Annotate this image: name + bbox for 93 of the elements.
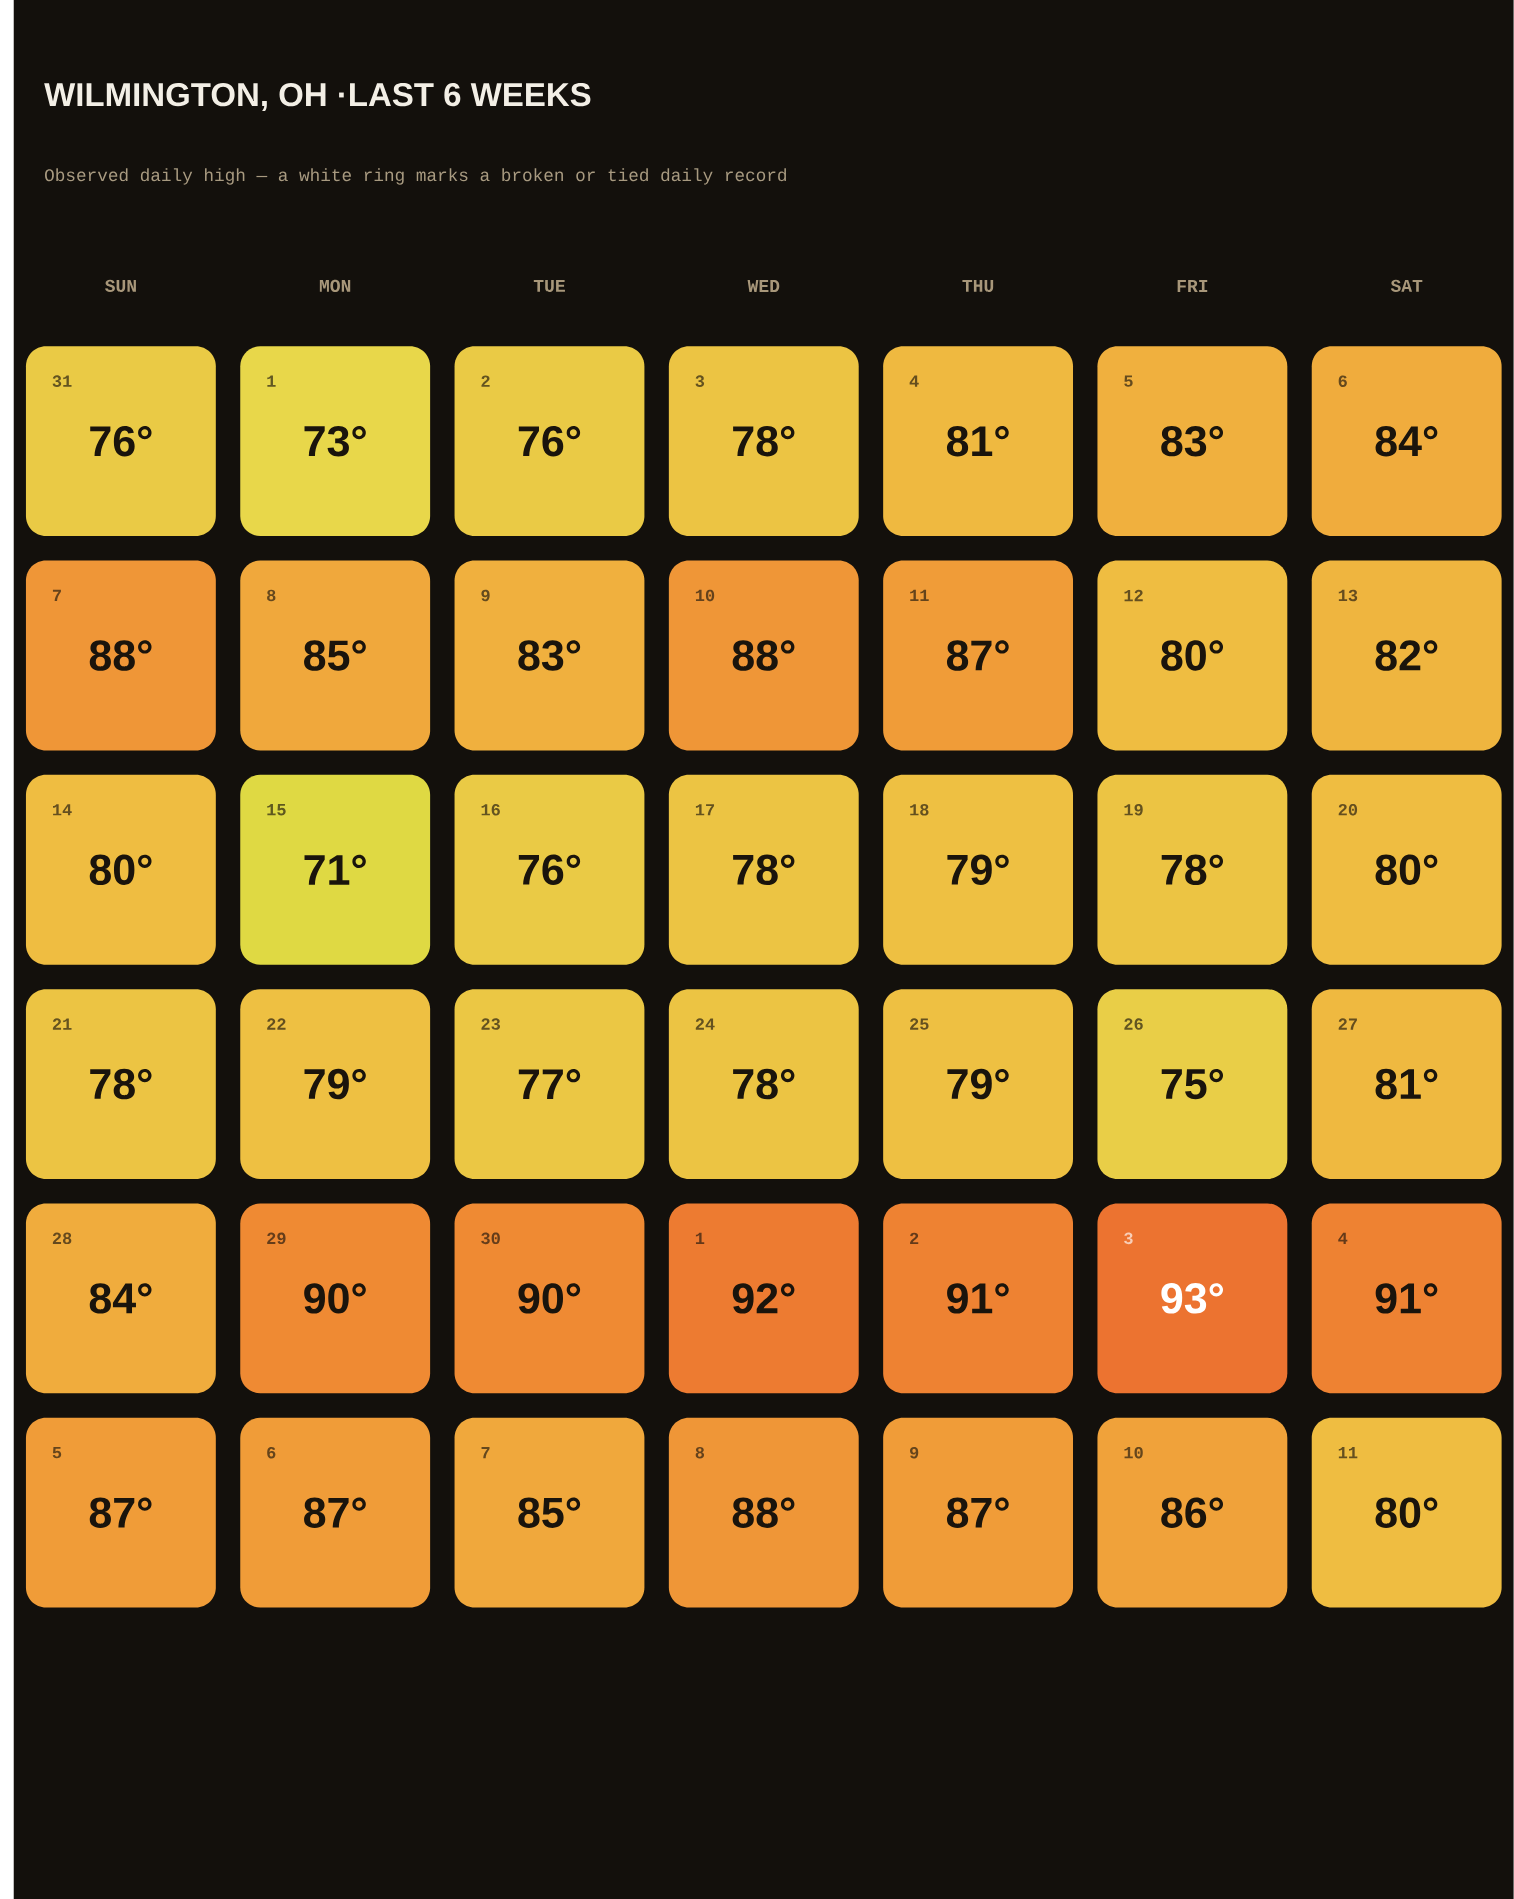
annotation: 17 [696,804,715,816]
data-label: 82° [1375,640,1438,671]
annotation: 28 [52,1232,72,1245]
annotation: 10 [696,589,715,602]
annotation: 15 [267,804,286,816]
x-tick-label: TUE [533,279,566,292]
annotation: 31 [52,375,72,387]
annotation: 19 [1124,803,1143,816]
annotation: 2 [910,1232,919,1245]
data-label: 86° [1161,1497,1224,1528]
data-label: 78° [1161,854,1224,885]
x-tick-label: THU [962,279,994,292]
data-label: 78° [733,425,795,457]
x-tick-label: WED [747,280,780,292]
data-label: 76° [518,854,581,885]
annotation: 7 [481,1447,490,1459]
x-tick-label: MON [319,279,351,292]
data-label: 78° [733,854,795,885]
annotation: 14 [53,804,72,816]
annotation: 20 [1338,803,1358,816]
data-label: 84° [1375,425,1438,457]
data-label: 90° [518,1283,581,1314]
annotation: 3 [695,375,705,387]
data-label: 76° [518,425,581,457]
data-label: 90° [304,1283,366,1314]
data-label: 71° [304,854,366,885]
annotation: 9 [481,589,490,602]
annotation: 12 [1124,589,1143,602]
annotation: 11 [1338,1447,1358,1459]
annotation: 23 [481,1018,501,1030]
data-label: 78° [90,1068,152,1100]
annotation: 1 [267,375,276,387]
data-label: 79° [947,854,1009,885]
data-label: 88° [732,1497,795,1528]
data-label: 88° [732,640,795,671]
data-label: 91° [947,1283,1009,1314]
data-label: 81° [947,425,1009,457]
data-label: 73° [304,425,366,457]
annotation: 5 [1124,375,1133,387]
annotation: 5 [52,1446,62,1459]
chart-title: WILMINGTON, OH ·LAST 6 WEEKS [44,82,591,112]
data-label: 84° [89,1283,152,1314]
annotation: 25 [910,1018,929,1030]
annotation: 3 [1124,1232,1133,1245]
data-label: 85° [304,640,366,671]
annotation: 9 [910,1446,919,1459]
data-label: 83° [518,640,581,671]
data-label: 87° [89,1497,152,1528]
data-label: 79° [304,1068,366,1100]
x-tick-label: FRI [1177,280,1208,292]
data-label: 85° [518,1497,581,1528]
annotation: 26 [1124,1018,1143,1030]
annotation: 22 [267,1018,286,1030]
annotation: 1 [696,1232,705,1244]
annotation: 4 [1338,1232,1348,1244]
data-label: 80° [1375,1497,1438,1528]
annotation: 29 [267,1232,286,1245]
data-label: 87° [947,1497,1009,1528]
annotation: 24 [695,1018,715,1030]
annotation: 18 [910,803,929,816]
annotation: 8 [267,589,276,602]
data-label: 78° [733,1068,795,1100]
data-label: 80° [1161,640,1224,671]
annotation: 11 [910,589,929,602]
annotation: 6 [267,1446,276,1459]
annotation: 13 [1338,589,1358,602]
data-label: 87° [304,1497,366,1528]
data-label: 77° [518,1069,581,1100]
data-label: 80° [1375,854,1438,885]
x-tick-label: SUN [105,279,136,292]
annotation: 4 [909,375,919,387]
data-label: 87° [947,640,1009,671]
annotation: 2 [481,375,490,387]
data-label: 76° [90,425,152,457]
annotation: 6 [1338,375,1347,387]
data-label: 93° [1161,1283,1224,1314]
chart-subtitle: Observed daily high — a white ring marks a broken or tied daily record [45,168,787,185]
annotation: 21 [52,1018,72,1030]
annotation: 30 [481,1232,500,1245]
data-label: 88° [89,640,152,671]
annotation: 7 [53,589,62,602]
data-label: 92° [732,1283,795,1314]
data-label: 83° [1161,425,1224,457]
annotation: 8 [695,1446,705,1459]
annotation: 10 [1124,1446,1143,1459]
data-label: 91° [1375,1283,1438,1314]
data-label: 75° [1161,1068,1224,1100]
data-label: 79° [947,1068,1009,1100]
data-label: 80° [89,854,152,885]
annotation: 16 [481,803,500,816]
annotation: 27 [1338,1018,1358,1030]
data-label: 81° [1375,1068,1438,1100]
x-tick-label: SAT [1390,279,1423,292]
